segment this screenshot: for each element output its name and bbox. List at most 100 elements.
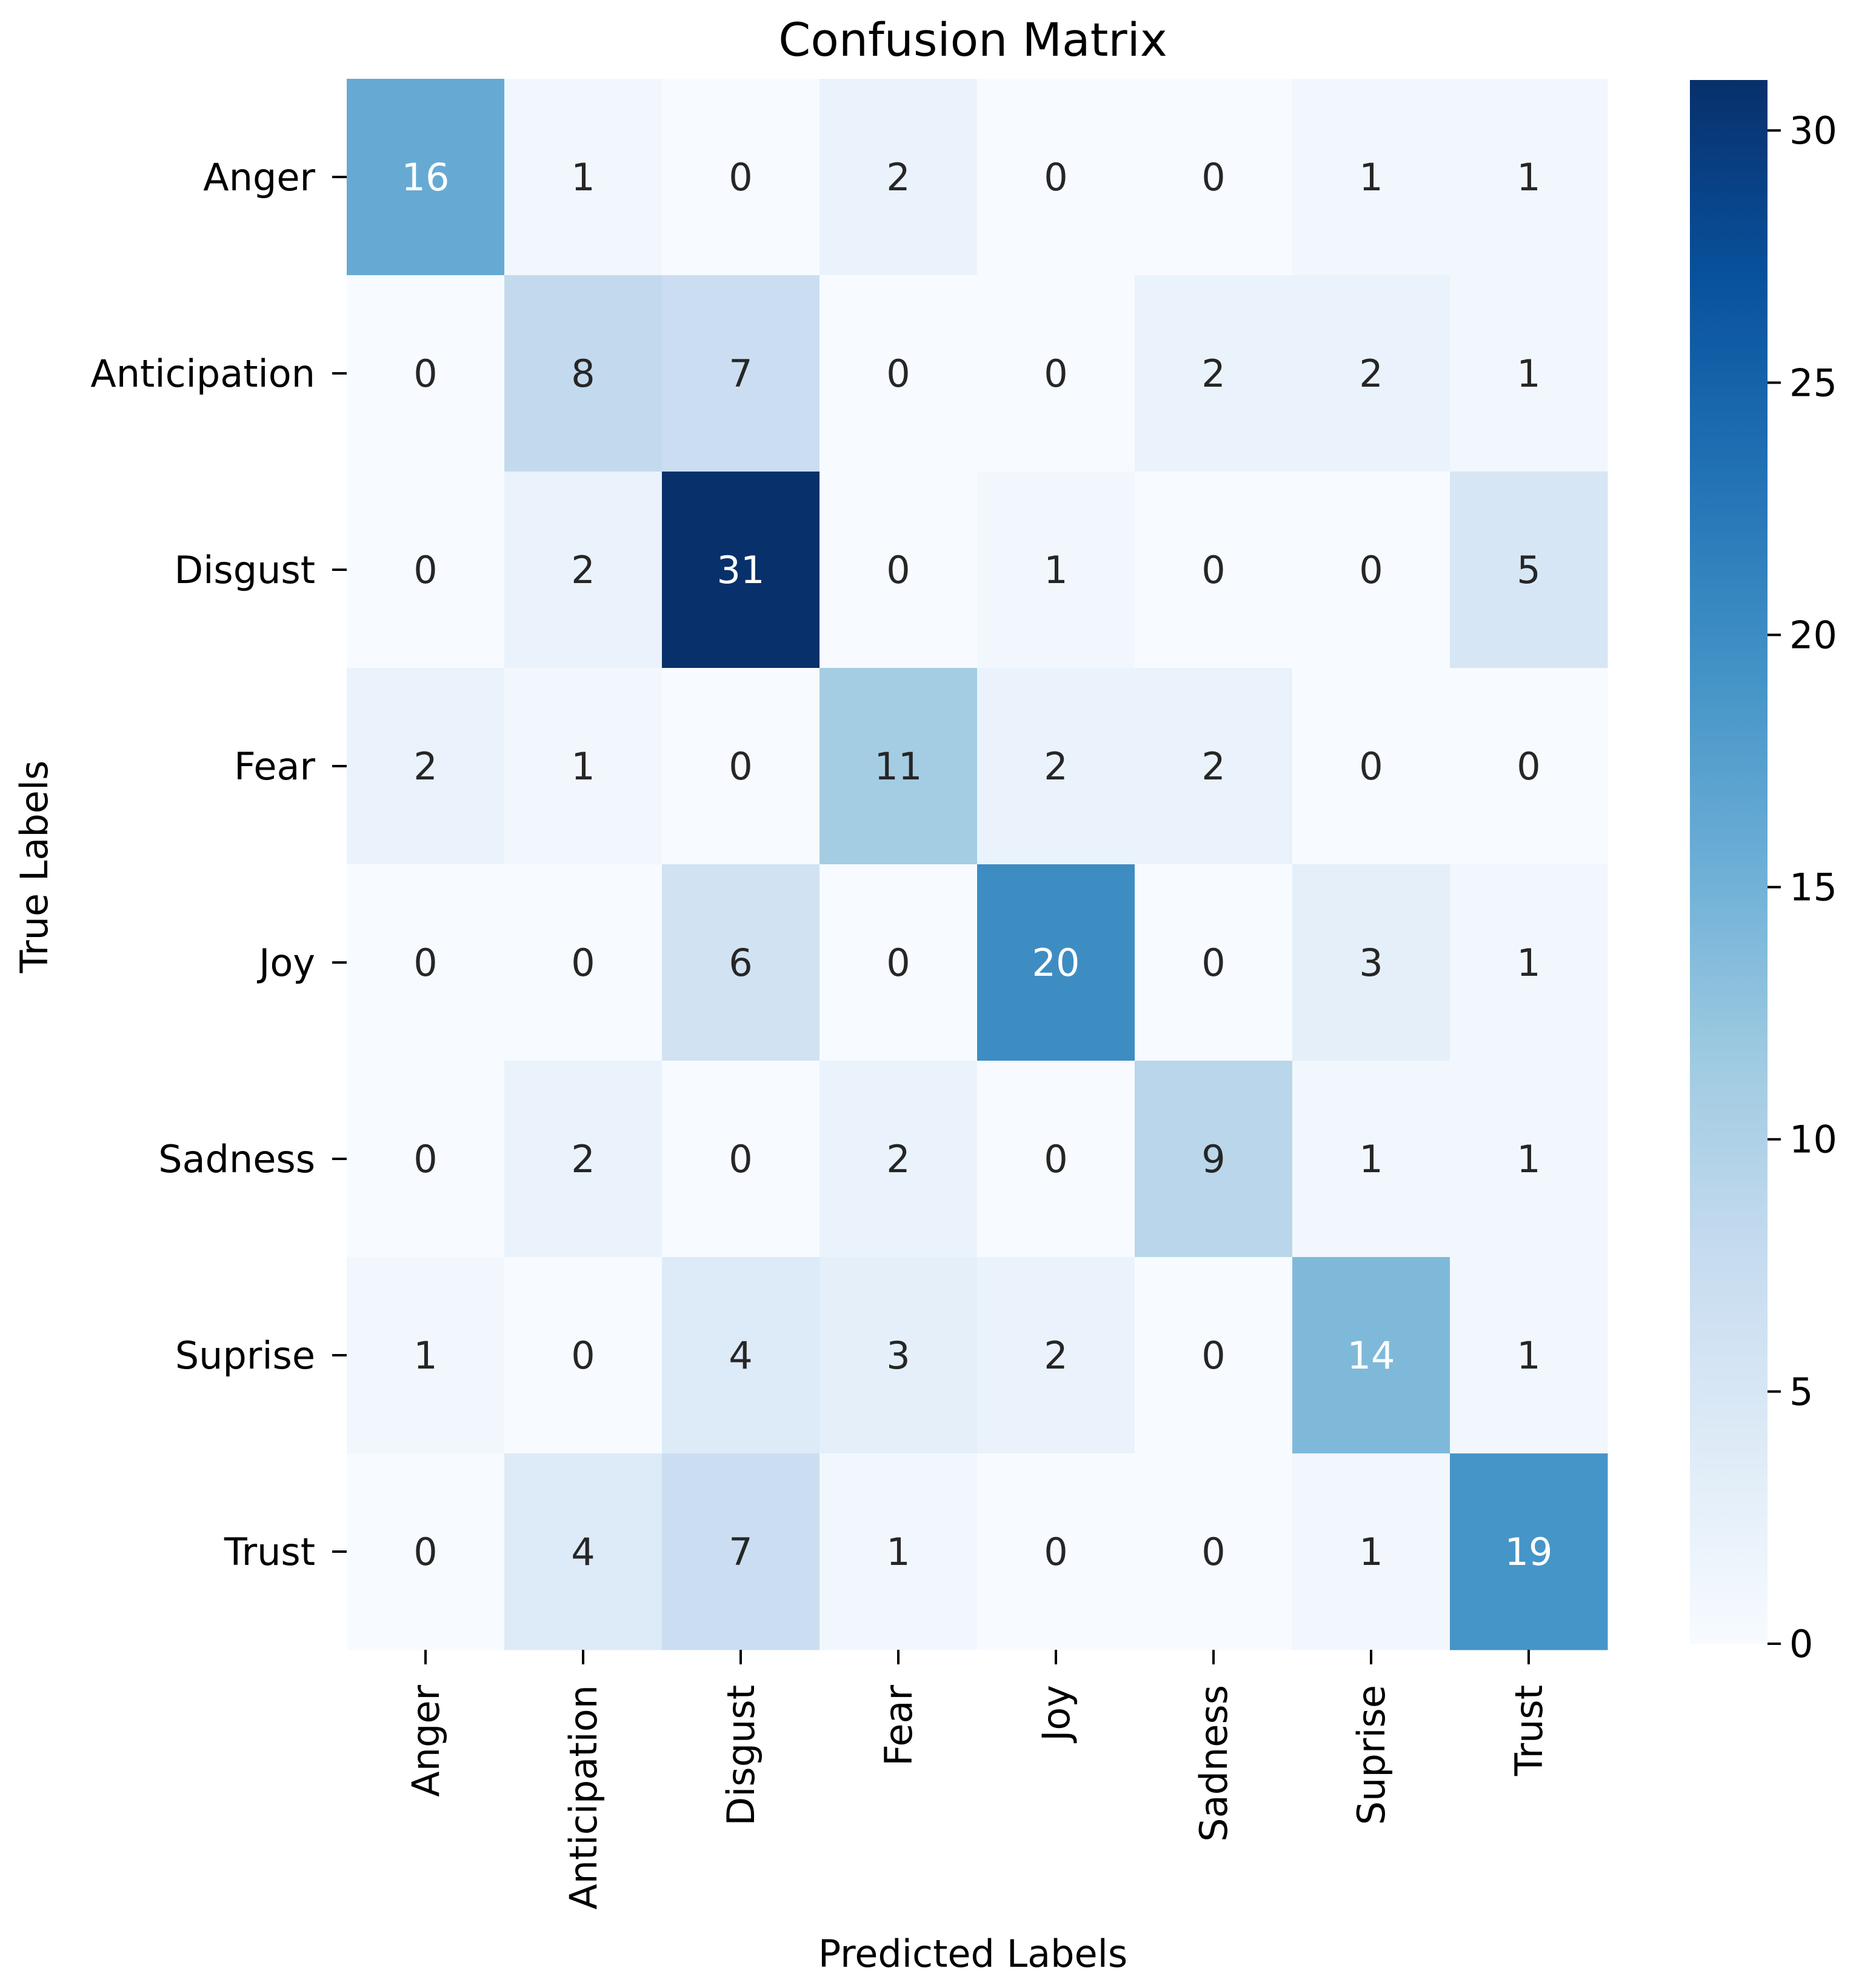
heatmap-cell [347, 275, 505, 472]
cell-value-label: 0 [413, 548, 437, 592]
heatmap-cell [1135, 79, 1293, 276]
heatmap-cell [504, 472, 663, 669]
cell-value-label: 8 [571, 352, 595, 396]
heatmap-cell [1292, 668, 1450, 865]
heatmap-cell [977, 1061, 1135, 1258]
heatmap-cell [347, 668, 505, 865]
cell-value-label: 1 [571, 155, 595, 199]
cell-value-label: 4 [571, 1530, 595, 1574]
heatmap-cell [820, 1257, 978, 1454]
heatmap-cell [504, 864, 663, 1061]
cell-value-label: 0 [1044, 352, 1067, 396]
heatmap-cell [347, 472, 505, 669]
colorbar-tick-label: 30 [1789, 108, 1837, 153]
cell-value-label: 0 [1044, 1137, 1067, 1181]
heatmap-cell [1135, 1257, 1293, 1454]
cell-value-label: 1 [1517, 352, 1540, 396]
cell-value-label: 2 [571, 1137, 595, 1181]
x-tick-label: Disgust [719, 1685, 763, 1826]
cell-value-label: 0 [571, 1333, 595, 1378]
cell-value-label: 0 [886, 352, 910, 396]
heatmap-cell [662, 1453, 820, 1650]
heatmap-cell [977, 1453, 1135, 1650]
cell-value-label: 16 [402, 155, 450, 199]
colorbar-tick-label: 25 [1789, 361, 1837, 405]
heatmap-cell [1292, 1453, 1450, 1650]
cell-value-label: 31 [717, 548, 765, 592]
cell-value-label: 1 [1359, 1530, 1383, 1574]
heatmap-cell [1292, 1257, 1450, 1454]
colorbar [1690, 80, 1768, 1644]
heatmap-cell [662, 275, 820, 472]
colorbar-tick-label: 5 [1789, 1370, 1813, 1414]
x-tick-label: Anger [404, 1684, 448, 1796]
heatmap-cell [662, 79, 820, 276]
heatmap-cell [977, 864, 1135, 1061]
heatmap-cell [977, 275, 1135, 472]
heatmap-cell [1450, 864, 1608, 1061]
cell-value-label: 7 [729, 352, 752, 396]
heatmap-cell [820, 668, 978, 865]
cell-value-label: 1 [1517, 1137, 1540, 1181]
heatmap-cell [1135, 668, 1293, 865]
cell-value-label: 6 [729, 941, 752, 985]
cell-value-label: 0 [413, 1137, 437, 1181]
cell-value-label: 0 [571, 941, 595, 985]
colorbar-ticks: 0 5 10 15 20 25 30 [1768, 108, 1837, 1666]
cell-value-label: 0 [413, 352, 437, 396]
heatmap-cell [662, 1061, 820, 1258]
colorbar-tick-label: 0 [1789, 1622, 1813, 1666]
heatmap-cell [977, 472, 1135, 669]
heatmap-cell [347, 864, 505, 1061]
colorbar-tick-label: 10 [1789, 1118, 1837, 1162]
heatmap-cell [977, 1257, 1135, 1454]
heatmap-cell [1135, 275, 1293, 472]
cell-value-label: 1 [1359, 1137, 1383, 1181]
heatmap-cell [347, 79, 505, 276]
heatmap-cell [1450, 472, 1608, 669]
heatmap-cell [1292, 1061, 1450, 1258]
cell-value-label: 0 [413, 1530, 437, 1574]
heatmap-cells [347, 79, 1608, 1650]
cell-value-label: 0 [1044, 155, 1067, 199]
cell-value-label: 3 [1359, 941, 1383, 985]
heatmap-cell [662, 668, 820, 865]
y-tick-label: Trust [224, 1530, 315, 1574]
heatmap-cell [820, 1453, 978, 1650]
heatmap-cell [1135, 472, 1293, 669]
heatmap-cell [1450, 275, 1608, 472]
heatmap-cell [504, 1257, 663, 1454]
y-tick-label: Suprise [175, 1333, 315, 1378]
heatmap-cell [1135, 1061, 1293, 1258]
cell-value-label: 5 [1517, 548, 1540, 592]
heatmap-cell [820, 79, 978, 276]
heatmap-cell [347, 1257, 505, 1454]
cell-value-label: 1 [1044, 548, 1067, 592]
cell-value-label: 1 [1517, 941, 1540, 985]
heatmap-cell [820, 864, 978, 1061]
cell-value-label: 0 [729, 744, 752, 789]
heatmap-cell [1450, 1257, 1608, 1454]
heatmap-cell [820, 275, 978, 472]
y-tick-label: Joy [256, 941, 315, 985]
cell-value-label: 14 [1347, 1333, 1395, 1378]
y-axis-label: True Labels [12, 761, 56, 974]
y-tick-label: Sadness [158, 1137, 315, 1181]
heatmap-cell [1450, 668, 1608, 865]
heatmap-cell [1292, 472, 1450, 669]
cell-value-label: 0 [1044, 1530, 1067, 1574]
cell-value-label: 9 [1201, 1137, 1225, 1181]
cell-value-label: 0 [1201, 1530, 1225, 1574]
y-axis-ticks: Anger Anticipation Disgust Fear Joy Sadness Su… [90, 155, 347, 1574]
heatmap-cell [504, 275, 663, 472]
cell-value-label: 11 [875, 744, 923, 789]
cell-value-label: 2 [1044, 744, 1067, 789]
heatmap-cell [347, 1061, 505, 1258]
y-tick-label: Anticipation [90, 352, 315, 396]
x-tick-label: Fear [876, 1684, 921, 1766]
cell-value-label: 0 [1359, 548, 1383, 592]
cell-value-label: 0 [1201, 1333, 1225, 1378]
x-tick-label: Trust [1507, 1685, 1551, 1776]
cell-value-label: 0 [1517, 744, 1540, 789]
x-axis-label: Predicted Labels [818, 1932, 1127, 1976]
